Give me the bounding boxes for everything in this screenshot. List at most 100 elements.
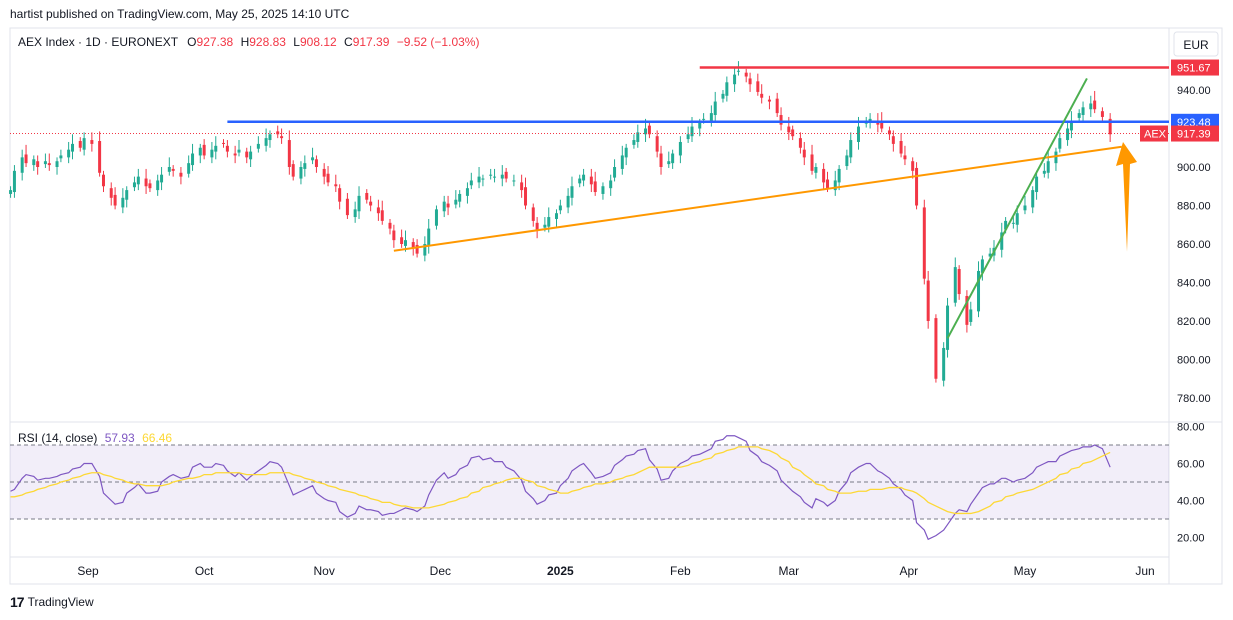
- candle-body: [713, 101, 717, 116]
- candle-body: [160, 174, 164, 183]
- candle-body: [167, 167, 171, 172]
- legend-open-value: 927.38: [197, 35, 234, 49]
- candle-body: [12, 170, 16, 193]
- candle-body: [744, 72, 748, 77]
- candle-body: [845, 155, 849, 167]
- candle-body: [926, 280, 930, 321]
- candle-body: [454, 199, 458, 205]
- candlestick-series: [9, 61, 1112, 387]
- candle-body: [434, 209, 438, 226]
- candle-body: [225, 145, 229, 152]
- candle-body: [903, 155, 907, 160]
- candle-body: [632, 140, 636, 145]
- candle-body: [276, 131, 280, 135]
- candle-body: [798, 138, 802, 148]
- time-tick-label: Feb: [670, 564, 691, 578]
- candle-body: [1069, 120, 1073, 131]
- legend-change: −9.52 (−1.03%): [397, 35, 480, 49]
- candle-body: [489, 174, 493, 176]
- candle-body: [946, 305, 950, 350]
- candle-body: [43, 161, 47, 165]
- price-tick-label: 860.00: [1177, 239, 1211, 251]
- candle-body: [709, 113, 713, 121]
- candle-body: [554, 213, 558, 219]
- legend-high-value: 928.83: [249, 35, 286, 49]
- candle-body: [78, 141, 82, 148]
- candle-body: [977, 270, 981, 312]
- currency-label: EUR: [1183, 38, 1209, 52]
- candle-body: [171, 168, 175, 171]
- candle-body: [245, 151, 249, 158]
- tradingview-logo-icon: 17: [10, 594, 25, 610]
- candle-body: [942, 347, 946, 381]
- candle-body: [524, 187, 528, 206]
- candle-body: [299, 167, 303, 179]
- time-tick-label: Dec: [430, 564, 451, 578]
- candle-body: [109, 188, 113, 198]
- candle-body: [322, 168, 326, 177]
- candle-body: [1000, 232, 1004, 250]
- last-price-symbol: AEX: [1144, 129, 1167, 141]
- candle-body: [179, 172, 183, 177]
- candle-body: [911, 161, 915, 171]
- candle-body: [686, 134, 690, 140]
- candle-body: [1015, 213, 1019, 225]
- candle-body: [481, 178, 485, 180]
- candle-body: [326, 173, 330, 183]
- candle-body: [1031, 190, 1035, 208]
- candle-body: [953, 267, 957, 303]
- candle-body: [237, 149, 241, 153]
- candle-body: [934, 318, 938, 379]
- candle-body: [721, 93, 725, 99]
- candle-body: [423, 244, 427, 256]
- level-price-label: 951.67: [1177, 63, 1211, 75]
- candle-body: [1089, 103, 1093, 110]
- candle-body: [620, 155, 624, 169]
- candle-body: [613, 167, 617, 178]
- time-axis: Sep Oct Nov Dec 2025 Feb Mar Apr May Jun: [77, 564, 1154, 578]
- candle-body: [357, 195, 361, 212]
- candle-body: [570, 186, 574, 198]
- rsi-tick-label: 20.00: [1177, 533, 1205, 545]
- candle-body: [376, 207, 380, 214]
- candle-body: [1093, 100, 1097, 110]
- candle-body: [531, 207, 535, 221]
- candle-body: [303, 163, 307, 169]
- candle-body: [1066, 128, 1070, 141]
- candle-body: [493, 176, 497, 178]
- candle-body: [756, 81, 760, 92]
- candle-body: [833, 180, 837, 191]
- level-price-label: 923.48: [1177, 117, 1211, 129]
- candle-body: [136, 176, 140, 185]
- candle-body: [690, 126, 694, 137]
- candle-body: [101, 174, 105, 187]
- candle-body: [1108, 118, 1112, 135]
- candle-body: [1046, 161, 1050, 173]
- level-price-label-bg: [1171, 59, 1219, 76]
- candle-body: [291, 164, 295, 177]
- candle-body: [891, 136, 895, 144]
- candle-body: [71, 143, 75, 152]
- rsi-line: [10, 435, 1111, 541]
- time-tick-label: Sep: [77, 564, 99, 578]
- last-price-symbol-bg: [1140, 125, 1168, 142]
- candle-body: [365, 192, 369, 200]
- candle-body: [442, 201, 446, 212]
- candle-body: [1004, 220, 1008, 230]
- rsi-tick-label: 40.00: [1177, 496, 1205, 508]
- legend-open-label: O: [187, 35, 196, 49]
- price-tick-label: 940.00: [1177, 85, 1211, 97]
- candle-body: [280, 136, 284, 139]
- currency-button[interactable]: [1173, 31, 1219, 57]
- candle-body: [535, 222, 539, 231]
- candle-body: [477, 176, 481, 183]
- rsi-ma-legend-value: 66.46: [142, 431, 172, 445]
- candle-body: [214, 145, 218, 152]
- candle-body: [415, 244, 419, 254]
- candle-body: [1077, 113, 1081, 118]
- legend-close-label: C: [344, 35, 353, 49]
- candle-body: [1081, 107, 1085, 116]
- candle-body: [678, 141, 682, 156]
- candle-body: [47, 163, 51, 166]
